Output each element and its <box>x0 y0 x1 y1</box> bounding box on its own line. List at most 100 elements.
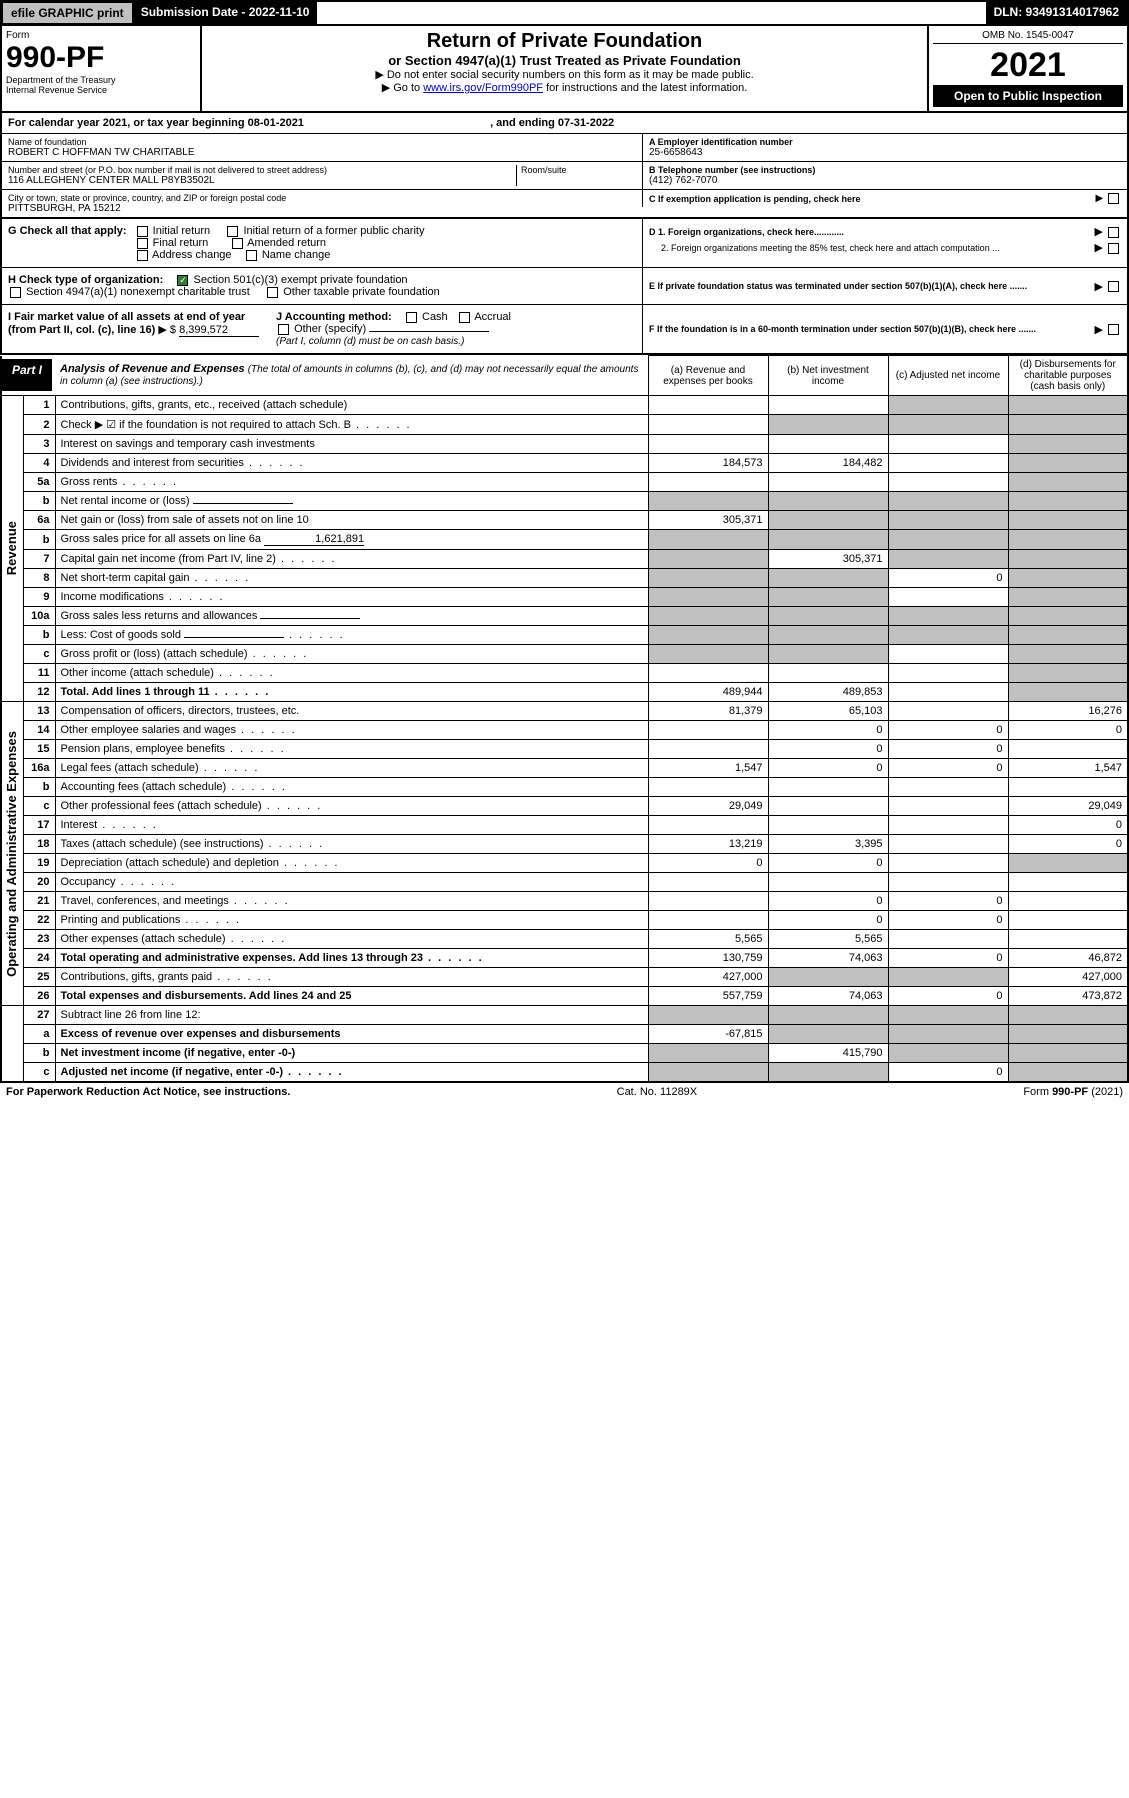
g-final-return[interactable] <box>137 238 148 249</box>
table-row: bNet investment income (if negative, ent… <box>1 1044 1128 1063</box>
foundation-city: PITTSBURGH, PA 15212 <box>8 203 636 214</box>
cell-a: 29,049 <box>648 797 768 816</box>
line-desc: Other employee salaries and wages <box>55 721 648 740</box>
g-opt-1: Initial return of a former public charit… <box>243 225 424 237</box>
e-checkbox[interactable] <box>1108 281 1119 292</box>
g-opt-5: Name change <box>262 249 331 261</box>
line-number: 14 <box>23 721 55 740</box>
cell-c: 0 <box>888 740 1008 759</box>
instr2-link[interactable]: www.irs.gov/Form990PF <box>423 82 543 94</box>
h-other-checkbox[interactable] <box>267 287 278 298</box>
g-address-change[interactable] <box>137 250 148 261</box>
table-row: 23Other expenses (attach schedule)5,5655… <box>1 930 1128 949</box>
calyear-end: 07-31-2022 <box>558 117 614 129</box>
table-row: 22Printing and publications00 <box>1 911 1128 930</box>
line-number: b <box>23 626 55 645</box>
cell-a <box>648 569 768 588</box>
cell-b <box>768 511 888 530</box>
cell-c <box>888 1006 1008 1025</box>
cell-b <box>768 435 888 454</box>
f-checkbox[interactable] <box>1108 324 1119 335</box>
h-4947-checkbox[interactable] <box>10 287 21 298</box>
table-row: 20Occupancy <box>1 873 1128 892</box>
cell-d <box>1008 435 1128 454</box>
j-cash[interactable] <box>406 312 417 323</box>
cell-b: 74,063 <box>768 949 888 968</box>
j-opt2: Other (specify) <box>294 323 366 335</box>
line-desc: Pension plans, employee benefits <box>55 740 648 759</box>
d1-label: D 1. Foreign organizations, check here..… <box>649 227 844 237</box>
f-block: F If the foundation is in a 60-month ter… <box>642 305 1127 353</box>
e-block: E If private foundation status was termi… <box>642 268 1127 304</box>
g-initial-return[interactable] <box>137 226 148 237</box>
cell-c <box>888 454 1008 473</box>
cell-b: 305,371 <box>768 550 888 569</box>
cell-d <box>1008 550 1128 569</box>
j-accrual[interactable] <box>459 312 470 323</box>
name-label: Name of foundation <box>8 137 636 147</box>
cell-a: 13,219 <box>648 835 768 854</box>
line-number: 25 <box>23 968 55 987</box>
line-desc: Adjusted net income (if negative, enter … <box>55 1063 648 1083</box>
cell-d <box>1008 626 1128 645</box>
h-501c3-checkbox[interactable] <box>177 275 188 286</box>
cell-b: 0 <box>768 740 888 759</box>
line-desc: Contributions, gifts, grants, etc., rece… <box>55 396 648 415</box>
c-checkbox[interactable] <box>1108 193 1119 204</box>
line-desc: Compensation of officers, directors, tru… <box>55 702 648 721</box>
cell-d: 427,000 <box>1008 968 1128 987</box>
cell-d <box>1008 1006 1128 1025</box>
h-opt2: Section 4947(a)(1) nonexempt charitable … <box>26 286 250 298</box>
topbar: efile GRAPHIC print Submission Date - 20… <box>0 0 1129 26</box>
cell-c <box>888 435 1008 454</box>
j-opt1: Accrual <box>474 311 511 323</box>
g-amended-return[interactable] <box>232 238 243 249</box>
cell-b <box>768 1025 888 1044</box>
g-initial-former[interactable] <box>227 226 238 237</box>
line-desc: Gross profit or (loss) (attach schedule) <box>55 645 648 664</box>
line-desc: Gross rents <box>55 473 648 492</box>
line-number: 8 <box>23 569 55 588</box>
table-row: 27Subtract line 26 from line 12: <box>1 1006 1128 1025</box>
cell-a: -67,815 <box>648 1025 768 1044</box>
ij-block: I Fair market value of all assets at end… <box>2 305 642 353</box>
cell-a <box>648 778 768 797</box>
d2-checkbox[interactable] <box>1108 243 1119 254</box>
info-left: Name of foundation ROBERT C HOFFMAN TW C… <box>2 134 642 217</box>
table-row: bNet rental income or (loss) <box>1 492 1128 511</box>
table-row: 18Taxes (attach schedule) (see instructi… <box>1 835 1128 854</box>
cell-c <box>888 816 1008 835</box>
form-subtitle: or Section 4947(a)(1) Trust Treated as P… <box>206 53 923 68</box>
open-inspection: Open to Public Inspection <box>933 85 1123 107</box>
cell-a <box>648 607 768 626</box>
line-desc: Accounting fees (attach schedule) <box>55 778 648 797</box>
j-opt0: Cash <box>422 311 448 323</box>
cell-d <box>1008 454 1128 473</box>
cell-d: 1,547 <box>1008 759 1128 778</box>
form-number: 990-PF <box>6 41 196 75</box>
cell-a <box>648 645 768 664</box>
cell-d <box>1008 683 1128 702</box>
table-row: 11Other income (attach schedule) <box>1 664 1128 683</box>
j-other[interactable] <box>278 324 289 335</box>
cell-d <box>1008 511 1128 530</box>
cell-a <box>648 1063 768 1083</box>
efile-print-button[interactable]: efile GRAPHIC print <box>2 2 133 24</box>
info-grid: Name of foundation ROBERT C HOFFMAN TW C… <box>0 134 1129 219</box>
omb: OMB No. 1545-0047 <box>933 30 1123 44</box>
g-name-change[interactable] <box>246 250 257 261</box>
cell-c <box>888 492 1008 511</box>
cell-a <box>648 550 768 569</box>
d1-checkbox[interactable] <box>1108 227 1119 238</box>
line-number: c <box>23 1063 55 1083</box>
table-row: 15Pension plans, employee benefits00 <box>1 740 1128 759</box>
cell-a <box>648 892 768 911</box>
room-label: Room/suite <box>521 165 636 175</box>
cell-c <box>888 702 1008 721</box>
j-other-input[interactable] <box>369 331 489 332</box>
line-number: 22 <box>23 911 55 930</box>
form-header: Form 990-PF Department of the Treasury I… <box>0 26 1129 113</box>
line-number: 4 <box>23 454 55 473</box>
irs-label: Internal Revenue Service <box>6 85 196 95</box>
cell-a <box>648 415 768 435</box>
